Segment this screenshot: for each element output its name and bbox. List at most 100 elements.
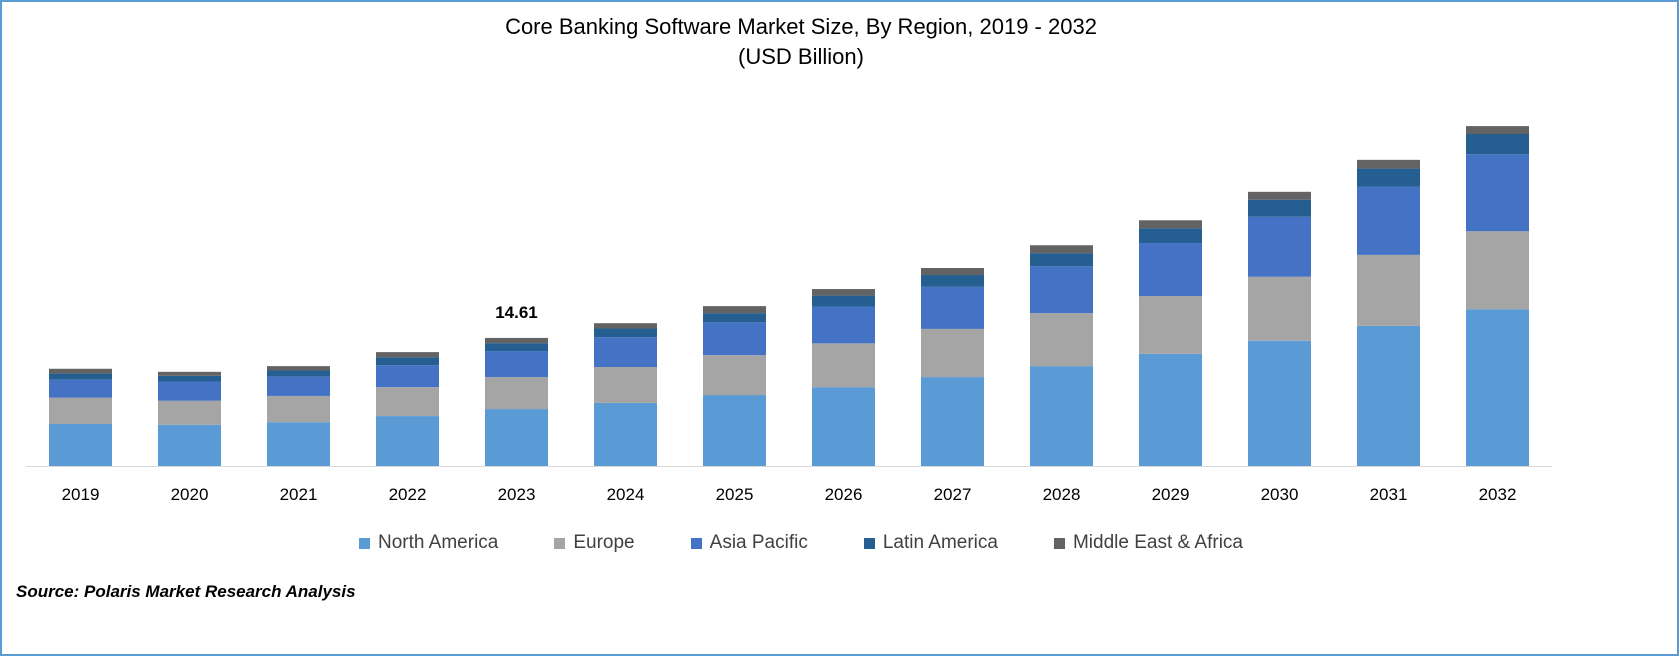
bar-segment-north-america-2032 [1466,309,1529,466]
bar-segment-middle-east-africa-2022 [376,352,439,358]
legend-label: Middle East & Africa [1072,532,1243,553]
bar-segment-middle-east-africa-2028 [1030,245,1093,254]
bar-segment-latin-america-2031 [1357,168,1420,187]
source-note: Source: Polaris Market Research Analysis [16,582,356,601]
legend-item: Asia Pacific [690,532,808,554]
bar-segment-asia-pacific-2031 [1357,186,1420,255]
x-tick-label: 2022 [389,485,427,504]
x-tick-label: 2021 [280,485,318,504]
bar-segment-middle-east-africa-2025 [703,306,766,314]
x-tick-label: 2023 [498,485,536,504]
bar-segment-latin-america-2019 [49,373,112,380]
bar-segment-latin-america-2030 [1248,199,1311,217]
bar-segment-europe-2026 [812,343,875,388]
bar-segment-asia-pacific-2028 [1030,266,1093,314]
legend-item: Middle East & Africa [1053,532,1243,554]
bar-segment-middle-east-africa-2024 [594,323,657,329]
bar-segment-europe-2032 [1466,231,1529,310]
stacked-bar-chart: 2019 2020 2021 2022 2023 14.61 2024 2025 2026 202… [26,126,1552,504]
bar-segment-latin-america-2022 [376,357,439,366]
bar-segment-asia-pacific-2023 [485,351,548,378]
x-tick-label: 2025 [716,485,754,504]
bar-segment-north-america-2028 [1030,366,1093,466]
bar-segment-europe-2022 [376,387,439,417]
bar-segment-middle-east-africa-2021 [267,366,330,371]
bar-segment-north-america-2026 [812,387,875,466]
bar-segment-middle-east-africa-2020 [158,371,221,376]
bar-segment-latin-america-2028 [1030,253,1093,267]
x-tick-label: 2031 [1370,485,1408,504]
legend-swatch [1053,537,1065,549]
bar-segment-middle-east-africa-2019 [49,368,112,374]
bar-segment-asia-pacific-2022 [376,365,439,388]
bar-segment-north-america-2024 [594,402,657,466]
bar-segment-europe-2031 [1357,254,1420,326]
bar-segment-north-america-2030 [1248,340,1311,466]
bar-segment-north-america-2027 [921,377,984,466]
x-tick-label: 2032 [1479,485,1517,504]
bar-segment-asia-pacific-2030 [1248,216,1311,277]
legend-label: Europe [573,532,635,553]
bar-segment-latin-america-2029 [1139,228,1202,244]
legend-item: Europe [554,532,635,554]
legend-swatch [358,537,370,549]
bar-segment-north-america-2031 [1357,325,1420,466]
bar-segment-asia-pacific-2021 [267,376,330,396]
bar-segment-asia-pacific-2027 [921,286,984,329]
bar-segment-europe-2024 [594,367,657,403]
legend-item: Latin America [863,532,998,554]
bar-segment-asia-pacific-2025 [703,322,766,356]
bar-segment-latin-america-2027 [921,275,984,287]
bar-segment-north-america-2023 [485,409,548,466]
bar-segment-latin-america-2021 [267,370,330,377]
legend-swatch [863,537,875,549]
chart-title: Core Banking Software Market Size, By Re… [505,14,1097,39]
bar-segment-europe-2029 [1139,296,1202,354]
bar-segment-north-america-2025 [703,395,766,466]
legend-label: Asia Pacific [709,532,808,553]
bar-segment-asia-pacific-2026 [812,306,875,344]
legend: North America Europe Asia Pacific Latin Ame… [2,532,1600,554]
bar-segment-latin-america-2024 [594,328,657,338]
bar-segment-north-america-2021 [267,422,330,466]
bar-segment-europe-2020 [158,400,221,425]
bar-segment-middle-east-africa-2029 [1139,220,1202,229]
bar-segment-europe-2025 [703,355,766,396]
bar-segment-latin-america-2032 [1466,133,1529,155]
bar-segment-north-america-2019 [49,423,112,466]
x-tick-label: 2020 [171,485,209,504]
bar-segment-middle-east-africa-2027 [921,268,984,276]
x-tick-label: 2024 [607,485,645,504]
x-tick-label: 2026 [825,485,863,504]
bar-segment-north-america-2022 [376,416,439,466]
x-tick-label: 2027 [934,485,972,504]
bar-segment-asia-pacific-2020 [158,381,221,401]
chart-subtitle: (USD Billion) [738,44,864,69]
x-tick-label: 2028 [1043,485,1081,504]
bar-segment-asia-pacific-2024 [594,337,657,368]
bar-segment-middle-east-africa-2023 [485,337,548,344]
bar-segment-europe-2027 [921,328,984,378]
bar-segment-middle-east-africa-2030 [1248,191,1311,200]
legend-label: North America [377,532,499,553]
bar-segment-asia-pacific-2032 [1466,154,1529,232]
legend-swatch [690,537,702,549]
bar-segment-latin-america-2020 [158,375,221,382]
x-tick-label: 2030 [1261,485,1299,504]
bar-segment-europe-2028 [1030,313,1093,367]
bar-segment-north-america-2020 [158,424,221,466]
chart-title-block: Core Banking Software Market Size, By Re… [2,12,1600,72]
bar-segment-middle-east-africa-2026 [812,289,875,296]
bar-segment-latin-america-2026 [812,295,875,307]
bar-segment-asia-pacific-2019 [49,379,112,398]
legend-label: Latin America [882,532,998,553]
x-tick-label: 2019 [62,485,100,504]
bar-segment-europe-2021 [267,395,330,423]
x-tick-label: 2029 [1152,485,1190,504]
data-label: 14.61 [495,303,538,322]
bar-segment-latin-america-2025 [703,313,766,323]
bar-segment-middle-east-africa-2031 [1357,159,1420,169]
bar-segment-latin-america-2023 [485,343,548,352]
bar-segment-asia-pacific-2029 [1139,243,1202,297]
